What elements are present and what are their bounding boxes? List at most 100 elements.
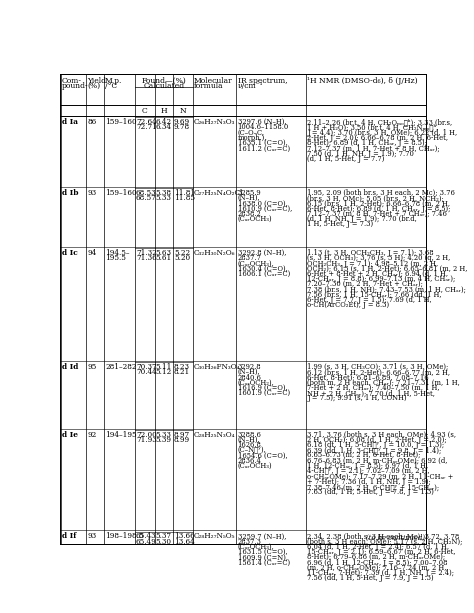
Text: C₂₆H₂₇N₃O₃: C₂₆H₂₇N₃O₃ [194, 118, 236, 126]
Text: 2.11–2.26 (br.t, 4 H, CH₂Oₘₒ⭣ʰ); 3.33 (br.s,: 2.11–2.26 (br.t, 4 H, CH₂Oₘₒ⭣ʰ); 3.33 (b… [307, 118, 452, 126]
Text: morph.),: morph.), [237, 134, 267, 142]
Text: Molecular: Molecular [194, 77, 233, 85]
Text: 2838.2: 2838.2 [237, 210, 261, 218]
Text: 8.23: 8.23 [174, 363, 190, 371]
Text: 3285.9: 3285.9 [237, 189, 261, 197]
Text: 1 H, 12-CHₐᵣ, J = 8.5); 6.97 (d, 1 H,: 1 H, 12-CHₐᵣ, J = 8.5); 6.97 (d, 1 H, [307, 462, 428, 470]
Text: 1638.0 (C=O),: 1638.0 (C=O), [237, 200, 287, 208]
Text: 7.12–7.37 (m, 1 H, 7-Het + 8 H, CHₐᵣ);: 7.12–7.37 (m, 1 H, 7-Het + 8 H, CHₐᵣ); [307, 145, 440, 153]
Text: 72.64: 72.64 [136, 118, 157, 126]
Text: C₂₇H₂₅N₄O₂Cl: C₂₇H₂₅N₄O₂Cl [194, 189, 244, 197]
Text: d Ia: d Ia [62, 118, 78, 126]
Text: 159–160: 159–160 [105, 189, 137, 197]
Text: 3297.6 (N–H),: 3297.6 (N–H), [237, 118, 286, 126]
Text: ¹H NMR (DMSO-d₆), δ (J/Hz): ¹H NMR (DMSO-d₆), δ (J/Hz) [307, 77, 418, 85]
Text: 5.30: 5.30 [155, 538, 171, 546]
Text: 3292.8 (N–H),: 3292.8 (N–H), [237, 249, 286, 257]
Text: 15-CHₐᵣ, J = 2.1); 6.59–6.67 (m, 2 H, 6-Het,: 15-CHₐᵣ, J = 2.1); 6.59–6.67 (m, 2 H, 6-… [307, 548, 456, 556]
Text: pound-: pound- [62, 82, 88, 90]
Text: 72.71: 72.71 [136, 123, 157, 131]
Text: d Ie: d Ie [62, 431, 78, 439]
Text: 1633.1 (C=O),: 1633.1 (C=O), [237, 139, 287, 147]
Text: 8.21: 8.21 [174, 368, 190, 376]
Text: 93: 93 [88, 533, 97, 541]
Text: (d, 1 H, NH, J = 1.9); 7.70 (br.d,: (d, 1 H, NH, J = 1.9); 7.70 (br.d, [307, 215, 417, 223]
Text: 11.85: 11.85 [174, 194, 195, 202]
Text: Calculated: Calculated [143, 82, 184, 90]
Text: (%): (%) [87, 82, 100, 90]
Text: /°C: /°C [105, 82, 117, 90]
Text: 2837.7: 2837.7 [237, 254, 261, 262]
Text: 2.34, 2.38 (both s, 3 H each, Mc); 3.72, 3.78: 2.34, 2.38 (both s, 3 H each, Mc); 3.72,… [307, 533, 459, 541]
Text: 9.78: 9.78 [174, 123, 190, 131]
Text: 2 H, OCH₂); 6.08 (d, 1 H, 2-Het, J = 2.0);: 2 H, OCH₂); 6.08 (d, 1 H, 2-Het, J = 2.0… [307, 436, 447, 444]
Text: 70.44: 70.44 [136, 368, 157, 376]
Text: 71.36: 71.36 [136, 254, 157, 262]
Text: 2840.6: 2840.6 [237, 373, 261, 381]
Text: 1630.4 (C=O),: 1630.4 (C=O), [237, 265, 287, 273]
Text: OCH₂CH₃, J = 7.1); 4.98–5.12 (m, 2 H,: OCH₂CH₃, J = 7.1); 4.98–5.12 (m, 2 H, [307, 259, 438, 268]
Text: d Id: d Id [62, 363, 78, 371]
Text: C₂₈H₂₅N₃O₄: C₂₈H₂₅N₃O₄ [194, 431, 236, 439]
Text: 68.57: 68.57 [136, 194, 157, 202]
Text: 71.32: 71.32 [136, 249, 157, 257]
Text: 8.99: 8.99 [174, 436, 190, 444]
Text: 86: 86 [88, 118, 97, 126]
Text: 194.5–: 194.5– [105, 249, 129, 257]
Text: 5.33: 5.33 [155, 194, 171, 202]
Text: d Ic: d Ic [62, 249, 77, 257]
Text: M.p.: M.p. [105, 77, 122, 85]
Text: 4-CH⁐ʸ, J = 2.1); 7.02–7.09 (m, 2 H,: 4-CH⁐ʸ, J = 2.1); 7.02–7.09 (m, 2 H, [307, 468, 430, 476]
Text: 1631.5 (C=O),: 1631.5 (C=O), [237, 548, 287, 556]
Text: 2836.4: 2836.4 [237, 457, 261, 465]
Text: (m, 2 H, o-CHₐᵣOMe); 7.16–7.24 (m, 2 H,: (m, 2 H, o-CHₐᵣOMe); 7.16–7.24 (m, 2 H, [307, 564, 447, 572]
Text: 12-CHₐᵣ, J = 8.8); 6.99–7.13 (m, 4 H, CHₐᵣ);: 12-CHₐᵣ, J = 8.8); 6.99–7.13 (m, 4 H, CH… [307, 275, 456, 283]
Text: 1561.4 (Cₐᵣ=C): 1561.4 (Cₐᵣ=C) [237, 558, 290, 566]
Text: 6.12 (br.s, 1 H, 2-Het); 6.66–6.77 (m, 2 H,: 6.12 (br.s, 1 H, 2-Het); 6.66–6.77 (m, 2… [307, 368, 450, 376]
Text: 1 H + H₂O); 3.50 (br.t, 4 H, CH₂Nₘₒ⭣ʰ,: 1 H + H₂O); 3.50 (br.t, 4 H, CH₂Nₘₒ⭣ʰ, [307, 123, 438, 131]
Text: 1610.9 (Cₐᵣ=C),: 1610.9 (Cₐᵣ=C), [237, 205, 292, 213]
Text: 70.37: 70.37 [136, 363, 156, 371]
Text: 194–195: 194–195 [105, 431, 137, 439]
Text: 195.5: 195.5 [105, 254, 126, 262]
Text: 6.65–6.73 (m, 2 H, 6-Het, 8-Het);: 6.65–6.73 (m, 2 H, 6-Het, 8-Het); [307, 452, 420, 460]
Text: 6.96 (d, 1 H, 12-CHₐᵣ, J = 8.5); 7.00–7.08: 6.96 (d, 1 H, 12-CHₐᵣ, J = 8.5); 7.00–7.… [307, 558, 448, 566]
Text: 5.12: 5.12 [155, 368, 172, 376]
Text: 3259.7 (N–H),: 3259.7 (N–H), [237, 533, 286, 541]
Text: 94: 94 [88, 249, 97, 257]
Text: 7.20–7.30 (m, 2 H, 7-Het + CHₐᵣ);: 7.20–7.30 (m, 2 H, 7-Het + CHₐᵣ); [307, 281, 423, 289]
Text: 5.61: 5.61 [155, 254, 172, 262]
Text: (C–O–C,: (C–O–C, [237, 129, 264, 137]
Text: J = 7.5); 9.91 (s, 1 H, CONH): J = 7.5); 9.91 (s, 1 H, CONH) [307, 395, 407, 403]
Text: 13.64: 13.64 [174, 538, 195, 546]
Text: 3.71, 3.76 (both s, 3 H each, OMe); 4.93 (s,: 3.71, 3.76 (both s, 3 H each, OMe); 4.93… [307, 431, 456, 439]
Text: 5.37: 5.37 [155, 533, 171, 541]
Text: (CₐᵣOCH₃),: (CₐᵣOCH₃), [237, 543, 274, 551]
Text: J = 4.4); 3.70 (br.s, 3 H, OMe); 6.22 (d, 1 H,: J = 4.4); 3.70 (br.s, 3 H, OMe); 6.22 (d… [307, 129, 457, 137]
Text: 5.11: 5.11 [155, 363, 172, 371]
Text: 6.04 (d, 1 H, 2-Het, J = 2.4); 6.57 (d, 1 H,: 6.04 (d, 1 H, 2-Het, J = 2.4); 6.57 (d, … [307, 543, 449, 551]
Text: (CₐᵣOCH₃): (CₐᵣOCH₃) [237, 215, 272, 223]
Text: 5.22: 5.22 [174, 249, 190, 257]
Text: N: N [180, 107, 186, 115]
Text: 5.38: 5.38 [155, 189, 171, 197]
Text: 1611.2 (Cₐᵣ=C): 1611.2 (Cₐᵣ=C) [237, 145, 290, 153]
Text: C₃₂H₃₀N₂O₆: C₃₂H₃₀N₂O₆ [194, 249, 236, 257]
Text: 13.66: 13.66 [174, 533, 195, 541]
Text: 2-Het, J = 2.0); 6.66–6.78 (m, 2 H, 6-Het,: 2-Het, J = 2.0); 6.66–6.78 (m, 2 H, 6-He… [307, 134, 448, 142]
Text: 6-Het, 8-Het); 6.89 (d, 1 H, CHₐᵣ, J = 8.5);: 6-Het, 8-Het); 6.89 (d, 1 H, CHₐᵣ, J = 8… [307, 205, 451, 213]
Text: 6-Het, 8-Het); 6.81–6.89, 7.08–7.16: 6-Het, 8-Het); 6.81–6.89, 7.08–7.16 [307, 373, 429, 381]
Text: o-CH(ArCO₂Et), J = 8.3): o-CH(ArCO₂Et), J = 8.3) [307, 302, 389, 310]
Text: 6.42: 6.42 [155, 118, 172, 126]
Text: IR spectrum,: IR spectrum, [237, 77, 287, 85]
Text: 9.69: 9.69 [174, 118, 190, 126]
Text: C: C [142, 107, 148, 115]
Text: d Ib: d Ib [62, 189, 78, 197]
Text: 95: 95 [88, 363, 97, 371]
Text: 8-Het); 6.89 (d, 1 H, CHₐᵣ, J = 8.5);: 8-Het); 6.89 (d, 1 H, CHₐᵣ, J = 8.5); [307, 139, 427, 147]
Text: 11.81: 11.81 [174, 189, 195, 197]
Text: 6-Het + 8-Het + 2 H, CHₐᵣ); 6.94 (d, 1 H,: 6-Het + 8-Het + 2 H, CHₐᵣ); 6.94 (d, 1 H… [307, 270, 448, 278]
Text: o-CHₐᵣOMe); 7.17–7.29 (m, 2 H, 11-CHₐᵣ +: o-CHₐᵣOMe); 7.17–7.29 (m, 2 H, 11-CHₐᵣ + [307, 473, 454, 481]
Text: 1 H, 5-Het, J = 7.3): 1 H, 5-Het, J = 7.3) [307, 221, 374, 229]
Text: + 7-Het); 7.36 (d, 1 H, NH, J = 1.9);: + 7-Het); 7.36 (d, 1 H, NH, J = 1.9); [307, 478, 431, 486]
